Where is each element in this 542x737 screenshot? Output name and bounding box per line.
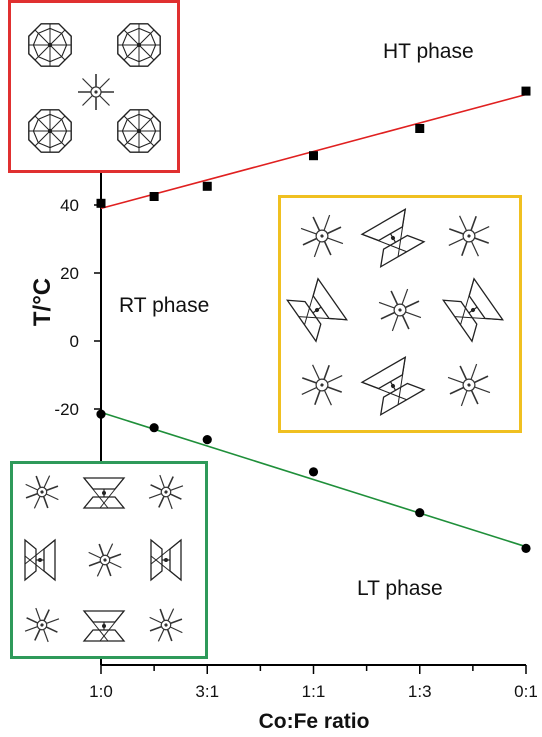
data-points [96, 86, 531, 554]
x-tick-label: 1:0 [89, 682, 113, 701]
lt-data-point [521, 543, 531, 554]
cross-molecule-sketch [378, 288, 422, 332]
ht-data-point [415, 124, 425, 133]
lt-data-point [149, 423, 159, 433]
ht-inset-frame [8, 0, 180, 173]
lt-phase-inset [10, 461, 208, 659]
y-tick-label: 0 [70, 332, 79, 351]
y-tick-label: -20 [54, 400, 79, 419]
x-axis-title: Co:Fe ratio [259, 710, 370, 733]
rt-inset-frame [278, 195, 522, 433]
cross-molecule-sketch [148, 474, 184, 510]
ht-phase-label: HT phase [383, 40, 474, 63]
x-tick-label: 0:1 [514, 682, 538, 701]
hourglass-molecule-sketch [360, 208, 426, 268]
ht-data-point [309, 151, 318, 161]
ht-phase-inset [8, 0, 180, 173]
lt-data-point [202, 435, 212, 445]
lt-data-point [308, 467, 319, 477]
cross-molecule-sketch [448, 215, 490, 257]
lt-data-point [415, 508, 425, 518]
cross-molecule-sketch [300, 214, 344, 258]
x-tick-label: 3:1 [195, 682, 219, 701]
sandwich-molecule-sketch [117, 23, 161, 67]
cross-molecule-sketch [447, 363, 491, 407]
ht-data-point [96, 198, 106, 208]
y-tick-label: 20 [60, 264, 79, 283]
y-axis-title: T/°C [29, 278, 56, 326]
rt-phase-inset [278, 195, 522, 433]
cross-molecule-sketch [25, 475, 59, 509]
y-tick-label: 40 [60, 196, 79, 215]
hourglass-molecule-sketch [82, 477, 126, 509]
sandwich-molecule-sketch [28, 23, 72, 67]
hourglass-molecule-sketch [441, 277, 505, 343]
ht-data-point [521, 86, 531, 96]
lt-data-point [96, 409, 106, 419]
ht-molecule-sketches [28, 23, 161, 153]
lt-phase-label: LT phase [357, 577, 443, 600]
tick-labels: 1:0 3:1 1:1 1:3 0:1 40 20 0 -20 [54, 196, 537, 701]
x-tick-label: 1:3 [408, 682, 432, 701]
ht-data-point [202, 181, 212, 191]
hourglass-molecule-sketch [150, 538, 182, 582]
cross-molecule-sketch [149, 608, 183, 642]
hourglass-molecule-sketch [24, 538, 56, 582]
rt-phase-label: RT phase [119, 294, 209, 317]
lt-inset-frame [10, 461, 208, 659]
rt-molecule-sketches [285, 208, 505, 416]
sandwich-molecule-sketch [28, 109, 72, 153]
series-1-fit-line [100, 411, 527, 548]
x-tick-label: 1:1 [302, 682, 326, 701]
hourglass-molecule-sketch [82, 610, 126, 642]
sandwich-molecule-sketch [117, 109, 161, 153]
hourglass-molecule-sketch [360, 356, 426, 416]
ht-data-point [149, 192, 159, 201]
lt-molecule-sketches [24, 474, 184, 643]
cross-molecule-sketch [88, 543, 122, 577]
cross-molecule-sketch [78, 74, 114, 110]
cross-molecule-sketch [301, 364, 343, 406]
hourglass-molecule-sketch [285, 277, 349, 343]
cross-molecule-sketch [24, 607, 60, 643]
